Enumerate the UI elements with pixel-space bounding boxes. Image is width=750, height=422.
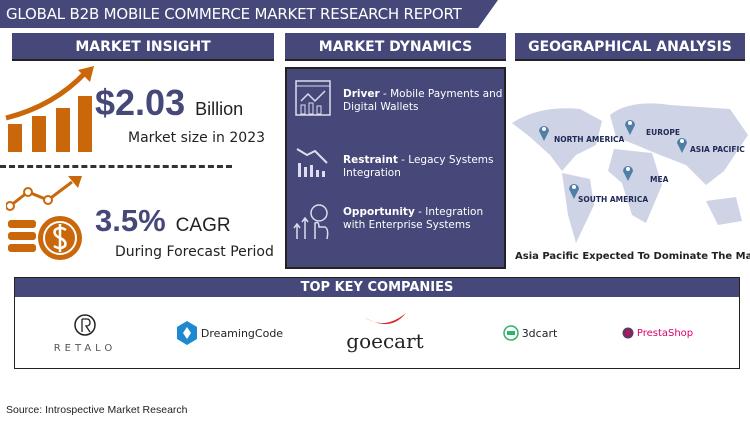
coin-growth-icon bbox=[6, 176, 82, 260]
goecart-swoosh-icon bbox=[364, 313, 406, 325]
pin-icon bbox=[625, 120, 635, 135]
prestashop-logo-icon bbox=[622, 327, 634, 339]
company-logo-retalo: RETALO bbox=[45, 298, 125, 368]
restraint-item: Restraint - Legacy Systems Integration bbox=[343, 154, 494, 179]
pin-icon bbox=[677, 138, 687, 153]
region-label: MEA bbox=[650, 175, 669, 184]
region-label: ASIA PACIFIC bbox=[690, 145, 745, 154]
cagr-value: 3.5% bbox=[95, 203, 166, 238]
company-logo-3dcart: 3dcart bbox=[485, 298, 575, 368]
company-logo-dreamingcode: DreamingCode bbox=[165, 298, 295, 368]
geographical-analysis-heading: GEOGRAPHICAL ANALYSIS bbox=[515, 33, 745, 61]
companies-panel: TOP KEY COMPANIES RETALO DreamingCode go… bbox=[14, 277, 740, 369]
pin-icon bbox=[539, 126, 549, 141]
world-map: NORTH AMERICA EUROPE ASIA PACIFIC MEA SO… bbox=[510, 75, 750, 245]
opportunity-item: Opportunity - Integration with Enterpris… bbox=[343, 206, 484, 231]
region-label: NORTH AMERICA bbox=[554, 135, 625, 144]
market-size-value: $2.03 bbox=[95, 82, 186, 123]
world-map-shape bbox=[512, 103, 748, 243]
analytics-dashboard-icon bbox=[295, 80, 331, 116]
market-size-row: $2.03 Billion bbox=[95, 82, 243, 124]
cagr-period: During Forecast Period bbox=[115, 244, 274, 260]
region-label: SOUTH AMERICA bbox=[578, 195, 649, 204]
driver-item: Driver - Mobile Payments and Digital Wal… bbox=[343, 88, 503, 113]
company-logo-prestashop: PrestaShop bbox=[610, 298, 705, 368]
source-note: Source: Introspective Market Research bbox=[6, 404, 188, 416]
bar-chart-growth-icon bbox=[5, 66, 94, 152]
geo-caption: Asia Pacific Expected To Dominate The Ma… bbox=[515, 251, 750, 262]
report-title: GLOBAL B2B MOBILE COMMERCE MARKET RESEAR… bbox=[0, 0, 498, 28]
pin-icon bbox=[569, 184, 579, 199]
cagr-row: 3.5% CAGR bbox=[95, 203, 231, 239]
dreamingcode-logo-icon bbox=[176, 321, 197, 345]
company-logo-goecart: goecart bbox=[335, 298, 435, 368]
market-dynamics-panel: Driver - Mobile Payments and Digital Wal… bbox=[285, 67, 506, 269]
retalo-logo-icon bbox=[74, 313, 96, 336]
market-insight-heading: MARKET INSIGHT bbox=[12, 33, 274, 61]
market-size-label: Market size in 2023 bbox=[128, 130, 266, 146]
pin-icon bbox=[623, 166, 633, 181]
divider bbox=[0, 165, 232, 168]
growth-opportunity-icon bbox=[293, 204, 329, 240]
declining-chart-icon bbox=[296, 148, 328, 177]
region-label: EUROPE bbox=[646, 128, 680, 137]
market-size-unit: Billion bbox=[195, 99, 244, 119]
companies-heading: TOP KEY COMPANIES bbox=[15, 278, 739, 297]
cagr-label: CAGR bbox=[175, 215, 231, 236]
market-dynamics-heading: MARKET DYNAMICS bbox=[285, 33, 506, 61]
cart-icon bbox=[502, 325, 519, 341]
